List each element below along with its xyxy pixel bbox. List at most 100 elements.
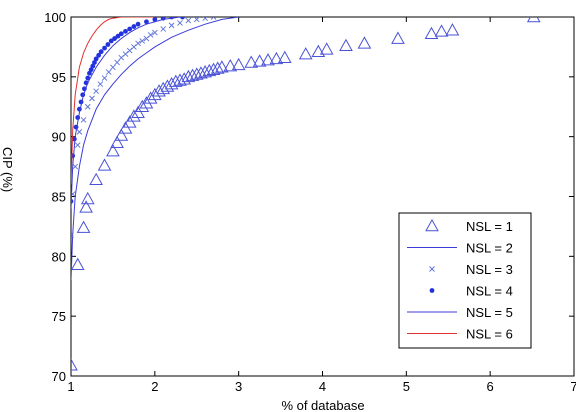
data-point [123,28,128,34]
legend-swatch [425,218,439,232]
data-point [76,220,91,233]
legend-label: NSL = 6 [466,327,513,342]
data-point [89,95,95,102]
data-point [71,231,74,238]
x-axis-ticks: 1 2 3 4 5 6 7 [67,17,576,394]
data-point [92,60,97,65]
data-point [106,143,120,157]
data-point [215,60,229,73]
data-point [87,70,92,76]
data-point [147,87,162,101]
data-point [90,63,96,69]
data-point [114,128,129,141]
data-point [75,115,81,120]
data-point [89,172,103,186]
x-tick-label: 4 [319,379,326,394]
data-point [189,67,204,80]
data-point [269,51,284,65]
data-point [143,91,158,104]
legend-label: NSL = 4 [466,284,513,299]
x-tick-label: 1 [67,379,74,394]
data-point [424,26,439,40]
data-point [101,75,108,81]
data-point [85,75,91,81]
data-point [193,17,200,23]
data-point [277,50,292,63]
data-point [181,69,196,83]
legend-label: NSL = 5 [466,305,513,320]
series-nsl-2 [71,17,239,281]
series-line [71,17,181,209]
data-point [97,81,104,87]
data-point [112,36,117,41]
data-point [144,19,149,25]
data-point [131,24,137,29]
data-point [118,31,124,37]
data-point [445,23,460,36]
data-point [118,121,133,134]
legend-item: NSL = 6 [407,327,513,342]
data-point [357,36,372,49]
data-point [93,56,99,62]
data-point [127,26,133,32]
data-point [298,47,313,60]
y-tick-label: 80 [52,249,66,264]
data-point [135,40,141,47]
series-nsl-5 [71,17,181,209]
data-point [135,99,150,113]
data-point [108,38,114,44]
data-point [198,65,212,78]
data-point [114,59,120,66]
data-point [93,88,99,95]
series-line [71,17,239,281]
y-tick-label: 95 [52,70,66,85]
data-point [231,57,246,71]
data-point [84,103,91,110]
x-tick-label: 5 [403,379,410,394]
legend-label: NSL = 2 [466,241,513,256]
data-point [391,31,405,44]
data-point [168,74,183,87]
legend: NSL = 1 NSL = 2 NSL = 3 NSL = 4 NSL = 5 NSL =… [398,212,532,349]
data-point [71,257,85,271]
series-group [71,17,541,371]
data-point [135,21,141,27]
y-tick-label: 85 [52,190,66,205]
data-point [98,49,104,55]
data-point [261,53,275,66]
x-tick-label: 6 [487,379,494,394]
data-point [202,17,208,22]
data-point [210,17,217,20]
series-nsl-1 [71,17,541,371]
data-point [110,135,124,148]
data-point [434,24,449,37]
data-point [79,200,93,213]
series-line [71,17,155,185]
data-point [127,109,141,122]
y-axis-label-text: CIP (%) [0,147,15,192]
data-point [206,62,221,75]
data-point [102,45,107,51]
data-point [147,32,154,38]
x-tick-label: 2 [151,379,158,394]
data-point [96,52,102,58]
y-axis-label: CIP (%) [0,147,15,192]
legend-item: NSL = 1 [425,218,513,234]
data-point [168,22,175,29]
y-tick-label: 100 [44,10,66,25]
data-point [152,29,158,36]
data-point [72,163,79,170]
series-nsl-3 [71,17,217,238]
data-point [71,358,78,371]
data-point [177,20,183,26]
data-point [76,129,83,135]
y-tick-label: 70 [52,369,66,384]
data-point [105,42,111,47]
data-point [97,158,112,171]
data-point [139,38,146,44]
legend-swatch [429,266,435,272]
data-point [223,59,238,72]
data-point [202,63,217,77]
data-point [74,142,81,148]
